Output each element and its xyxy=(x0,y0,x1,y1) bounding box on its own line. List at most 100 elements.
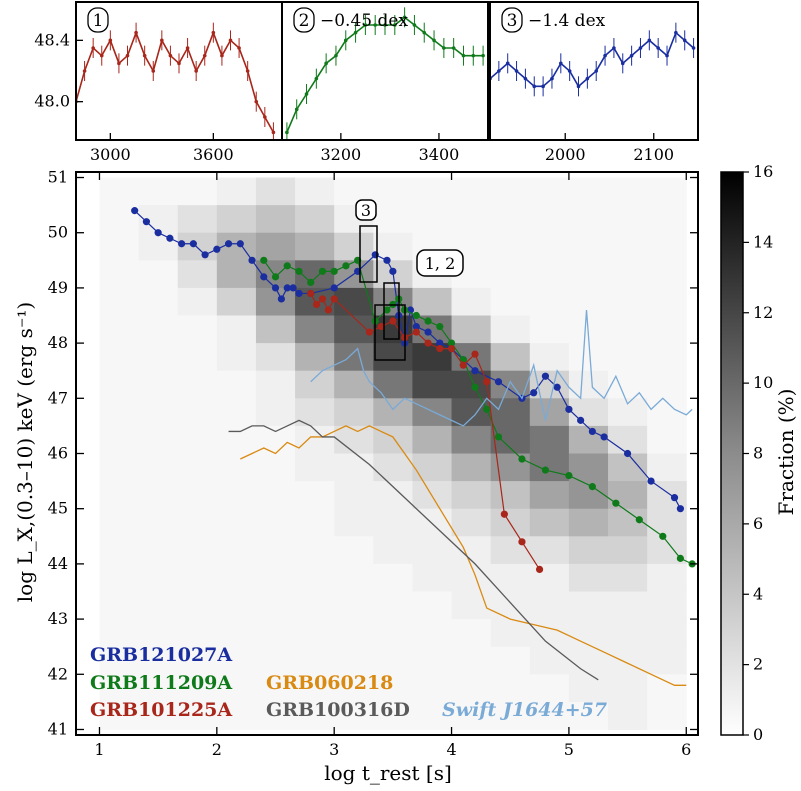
heatmap-cell xyxy=(138,287,179,317)
heatmap-cell xyxy=(295,563,335,592)
heatmap-cell xyxy=(568,343,609,372)
heatmap-cell xyxy=(608,177,648,206)
series-point-grb121027a xyxy=(383,256,391,264)
heatmap-cell xyxy=(412,370,453,399)
legend-item-grb121027a: GRB121027A xyxy=(90,644,232,666)
legend-item-grb100316d: GRB100316D xyxy=(266,699,410,721)
heatmap-cell xyxy=(295,260,335,289)
series-point-grb121027a xyxy=(271,284,280,292)
heatmap-cell xyxy=(568,453,609,482)
heatmap-cell xyxy=(412,398,453,427)
inset-point xyxy=(245,69,250,73)
inset-point xyxy=(125,53,130,58)
heatmap-cell xyxy=(647,674,687,703)
series-point-grb111209a xyxy=(459,356,467,364)
heatmap-cell xyxy=(216,287,257,317)
heatmap-cell xyxy=(177,481,218,510)
series-point-grb111209a xyxy=(342,262,350,270)
heatmap-cell xyxy=(451,563,492,592)
inset-point xyxy=(638,46,643,50)
heatmap-cell xyxy=(255,563,296,592)
heatmap-cell xyxy=(295,619,335,648)
inset-panel-2: 3200 3400 2 −0.45 dex xyxy=(281,1,489,164)
y-axis-title: log L_X,(0.3–10) keV (erg s⁻¹) xyxy=(13,302,37,602)
inset-point xyxy=(629,53,634,58)
heatmap-cell xyxy=(490,260,531,289)
heatmap-cell xyxy=(138,674,179,703)
heatmap-cell xyxy=(608,370,648,399)
series-point-grb121027a xyxy=(588,427,596,436)
series-point-grb121027a xyxy=(565,405,573,413)
heatmap-cell xyxy=(177,425,218,454)
inset-point xyxy=(620,61,625,66)
series-point-grb101225a xyxy=(312,300,321,309)
heatmap-cell xyxy=(568,563,609,592)
inset-point xyxy=(168,53,173,58)
heatmap-cell xyxy=(529,674,570,703)
heatmap-cell xyxy=(451,205,492,234)
inset-point xyxy=(304,92,309,96)
heatmap-cell xyxy=(373,536,413,565)
inset-x-tick-label: 2100 xyxy=(633,145,674,164)
heatmap-cell xyxy=(216,370,257,399)
heatmap-cell xyxy=(490,619,531,648)
inset-note: −1.4 dex xyxy=(528,11,606,31)
series-point-grb101225a xyxy=(389,317,397,325)
inset-point xyxy=(412,23,417,27)
heatmap-cell xyxy=(568,177,609,206)
series-point-grb101225a xyxy=(471,350,479,358)
series-point-grb121027a xyxy=(277,295,285,303)
y-tick-label: 48 xyxy=(48,333,68,352)
inset-point xyxy=(160,38,164,43)
heatmap-cell xyxy=(255,646,296,675)
heatmap-cell xyxy=(334,619,374,648)
inset-frame-2 xyxy=(281,1,489,141)
inset-data-3 xyxy=(490,22,696,97)
series-point-grb111209a xyxy=(447,339,456,347)
heatmap-cell xyxy=(608,591,648,620)
series-point-grb121027a xyxy=(553,383,561,391)
heatmap-cell xyxy=(373,453,413,482)
annotation-label-12-box xyxy=(416,249,464,277)
heatmap-cell xyxy=(529,177,570,206)
series-point-grb101225a xyxy=(459,361,467,369)
heatmap-cell xyxy=(138,508,179,537)
inset-point xyxy=(432,38,436,43)
heatmap-cell xyxy=(451,315,492,344)
heatmap-cell xyxy=(334,481,374,510)
heatmap-cell xyxy=(216,481,257,510)
heatmap-cell xyxy=(529,232,570,261)
heatmap-cell xyxy=(568,481,609,510)
heatmap-cell xyxy=(99,315,140,344)
heatmap-cell xyxy=(216,205,257,234)
heatmap-cell xyxy=(334,591,374,620)
heatmap-cell xyxy=(334,508,374,537)
heatmap-cell xyxy=(608,260,648,289)
heatmap-cell xyxy=(490,591,531,620)
series-point-grb101225a xyxy=(324,306,332,314)
heatmap-cell xyxy=(608,232,648,261)
inset-point xyxy=(422,30,427,35)
inset-point xyxy=(550,76,554,81)
heatmap-cell xyxy=(295,453,335,482)
annotations: 3 1, 2 xyxy=(355,199,464,361)
heatmap-cell xyxy=(216,177,257,206)
inset-label: 2 xyxy=(299,11,310,31)
heatmap-cell xyxy=(295,508,335,537)
heatmap-cell xyxy=(177,315,218,344)
series-point-grb121027a xyxy=(577,416,585,424)
series-point-grb121027a xyxy=(676,505,684,513)
heatmap-cell xyxy=(216,563,257,592)
legend-item-grb060218: GRB060218 xyxy=(266,672,393,694)
heatmap-cell xyxy=(138,591,179,620)
series-point-grb111209a xyxy=(612,499,620,507)
heatmap-cell xyxy=(177,232,218,261)
heatmap-cell xyxy=(99,398,140,427)
colorbar-tick-label: 16 xyxy=(753,162,773,181)
series-point-grb101225a xyxy=(365,328,373,336)
heatmap-cell xyxy=(373,481,413,510)
heatmap-cell xyxy=(647,260,687,289)
heatmap-cell xyxy=(255,287,296,317)
heatmap-cell xyxy=(568,398,609,427)
inset-point xyxy=(254,99,259,104)
